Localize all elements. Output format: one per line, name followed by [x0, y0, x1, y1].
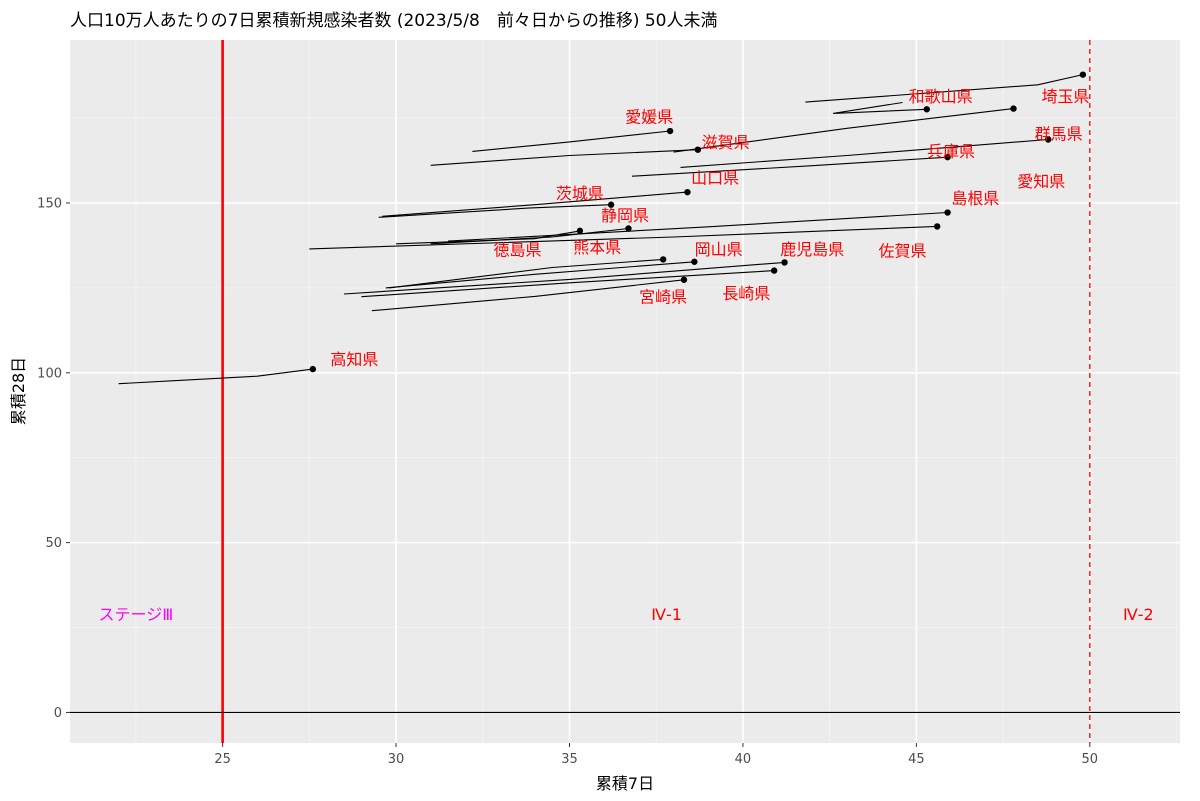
series-point — [944, 209, 951, 216]
series-label: 高知県 — [330, 350, 378, 369]
series-label: 埼玉県 — [1042, 87, 1090, 106]
series-point — [607, 201, 615, 208]
series-label: 宮崎県 — [639, 287, 687, 306]
series-trail — [430, 149, 698, 166]
region-labels: ステージⅢ Ⅳ-1 Ⅳ-2 — [99, 605, 1154, 624]
series-trail — [378, 204, 612, 218]
series-trail — [309, 225, 938, 250]
series-label: 和歌山県 — [909, 87, 973, 106]
series-trails — [118, 74, 1084, 385]
y-axis-title: 累積28日 — [9, 357, 28, 425]
series-point — [944, 153, 951, 161]
series-point — [770, 267, 778, 274]
y-tick-label: 0 — [54, 706, 62, 721]
series-point — [923, 106, 930, 113]
x-tick-label: 40 — [735, 752, 752, 767]
series-point — [1010, 105, 1017, 112]
series-trail — [833, 101, 927, 114]
series-points — [309, 71, 1087, 373]
series-label: 茨城県 — [556, 184, 604, 203]
series-trail — [805, 74, 1084, 103]
series-trail — [680, 138, 1049, 168]
x-tick-label: 45 — [908, 752, 925, 767]
series-label: 滋賀県 — [702, 133, 750, 152]
series-label: 静岡県 — [601, 206, 649, 225]
series-point — [691, 258, 698, 265]
series-label: 島根県 — [951, 189, 999, 208]
y-tick-label: 50 — [45, 536, 62, 551]
y-tick-label: 150 — [37, 197, 62, 212]
series-point — [659, 256, 667, 263]
series-trail — [673, 108, 1014, 153]
series-label: 熊本県 — [573, 238, 621, 257]
series-label: 愛知県 — [1017, 172, 1065, 191]
series-label: 岡山県 — [695, 240, 743, 259]
x-tick-label: 35 — [561, 752, 578, 767]
series-label: 群馬県 — [1035, 124, 1083, 143]
series-point — [781, 259, 788, 266]
series-point — [933, 223, 941, 230]
series-trail — [631, 156, 948, 177]
series-point — [576, 227, 584, 235]
reference-lines — [70, 40, 1180, 743]
x-axis-ticks: 25 30 35 40 45 50 — [214, 743, 1098, 767]
x-tick-label: 30 — [388, 752, 405, 767]
series-label: 佐賀県 — [878, 242, 926, 261]
series-label: 愛媛県 — [625, 107, 673, 126]
series-point — [684, 188, 691, 196]
series-point — [309, 365, 317, 373]
series-trail — [118, 368, 313, 385]
stage-region-label: Ⅳ-2 — [1123, 605, 1154, 624]
series-trail — [448, 211, 948, 242]
series-point — [1044, 136, 1052, 143]
stage-region-label: ステージⅢ — [99, 605, 174, 624]
series-point — [1079, 71, 1087, 78]
series-point — [625, 225, 632, 232]
x-tick-label: 50 — [1082, 752, 1099, 767]
series-trail — [472, 130, 671, 152]
plot-panel — [70, 40, 1180, 743]
x-axis-title: 累積7日 — [596, 774, 654, 793]
series-trail — [371, 279, 685, 312]
series-point — [680, 276, 688, 283]
chart-title: 人口10万人あたりの7日累積新規感染者数 (2023/5/8 前々日からの推移)… — [70, 11, 718, 31]
y-axis-ticks: 0 50 100 150 — [37, 197, 70, 721]
stage-region-label: Ⅳ-1 — [651, 605, 682, 624]
series-label: 長崎県 — [722, 284, 770, 303]
series-trail — [382, 191, 688, 217]
y-tick-label: 100 — [37, 366, 62, 381]
series-trail — [385, 261, 695, 289]
series-trail — [389, 258, 664, 289]
series-trail — [396, 230, 580, 245]
series-label: 兵庫県 — [927, 142, 975, 161]
series-label: 鹿児島県 — [780, 240, 844, 259]
series-point — [694, 146, 702, 153]
series-label: 山口県 — [691, 169, 739, 188]
series-trail — [343, 261, 785, 295]
series-label: 徳島県 — [493, 241, 541, 260]
series-point — [666, 127, 674, 135]
x-tick-label: 25 — [214, 752, 231, 767]
series-trail — [361, 270, 775, 298]
